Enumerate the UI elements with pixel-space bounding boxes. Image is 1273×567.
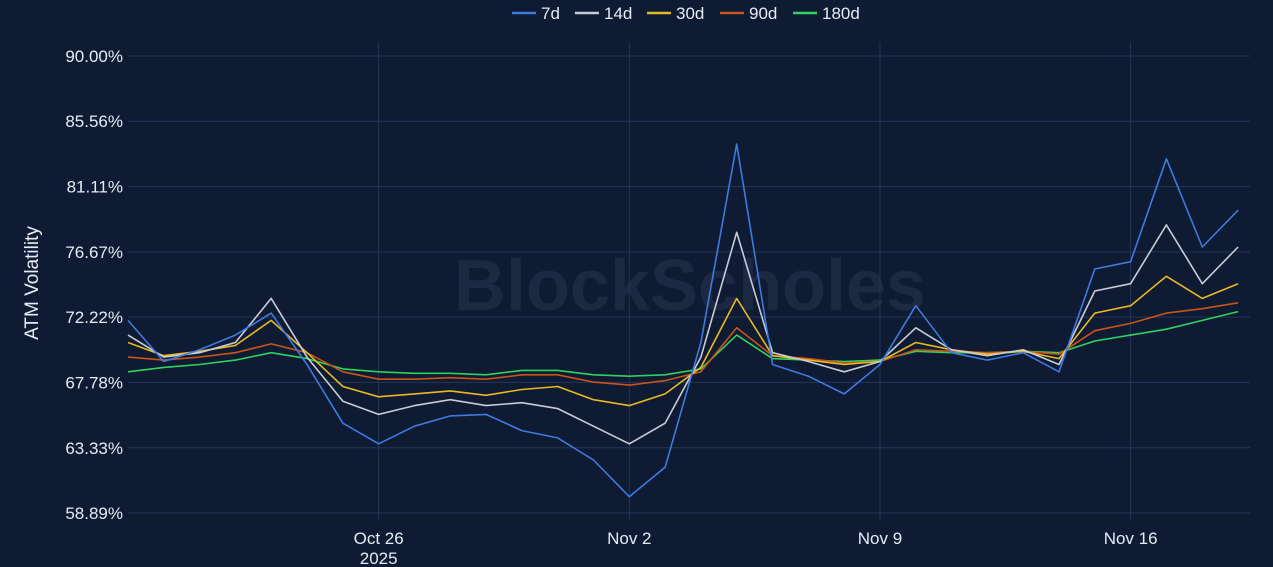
y-tick-label: 76.67% xyxy=(65,243,123,262)
y-tick-label: 90.00% xyxy=(65,47,123,66)
x-tick-label: Nov 2 xyxy=(607,529,651,548)
series-line-14d xyxy=(127,224,1239,445)
legend: 7d 14d 30d 90d 180d xyxy=(512,4,860,23)
y-axis-title: ATM Volatility xyxy=(22,226,43,340)
y-tick-label: 85.56% xyxy=(65,112,123,131)
legend-label-180d[interactable]: 180d xyxy=(822,4,860,23)
y-tick-label: 72.22% xyxy=(65,308,123,327)
legend-label-30d[interactable]: 30d xyxy=(676,4,704,23)
legend-label-90d[interactable]: 90d xyxy=(749,4,777,23)
series-line-180d xyxy=(127,310,1239,378)
x-tick-label: Oct 26 xyxy=(354,529,404,548)
y-axis-ticks: 90.00% 85.56% 81.11% 76.67% 72.22% 67.78% 63.3… xyxy=(65,47,123,523)
series-line-90d xyxy=(127,302,1239,386)
x-tick-label: Nov 16 xyxy=(1104,529,1158,548)
x-tick-sublabel: 2025 xyxy=(360,549,398,567)
y-tick-label: 63.33% xyxy=(65,439,123,458)
y-tick-label: 67.78% xyxy=(65,373,123,392)
watermark-text: BlockScholes xyxy=(454,246,926,326)
series-line-7d xyxy=(127,143,1239,498)
chart-grid xyxy=(128,42,1250,520)
x-tick-label: Nov 9 xyxy=(858,529,902,548)
y-tick-label: 58.89% xyxy=(65,504,123,523)
series-lines xyxy=(127,143,1239,498)
legend-label-14d[interactable]: 14d xyxy=(604,4,632,23)
y-tick-label: 81.11% xyxy=(67,178,123,197)
series-line-30d xyxy=(127,275,1239,407)
legend-label-7d[interactable]: 7d xyxy=(541,4,560,23)
